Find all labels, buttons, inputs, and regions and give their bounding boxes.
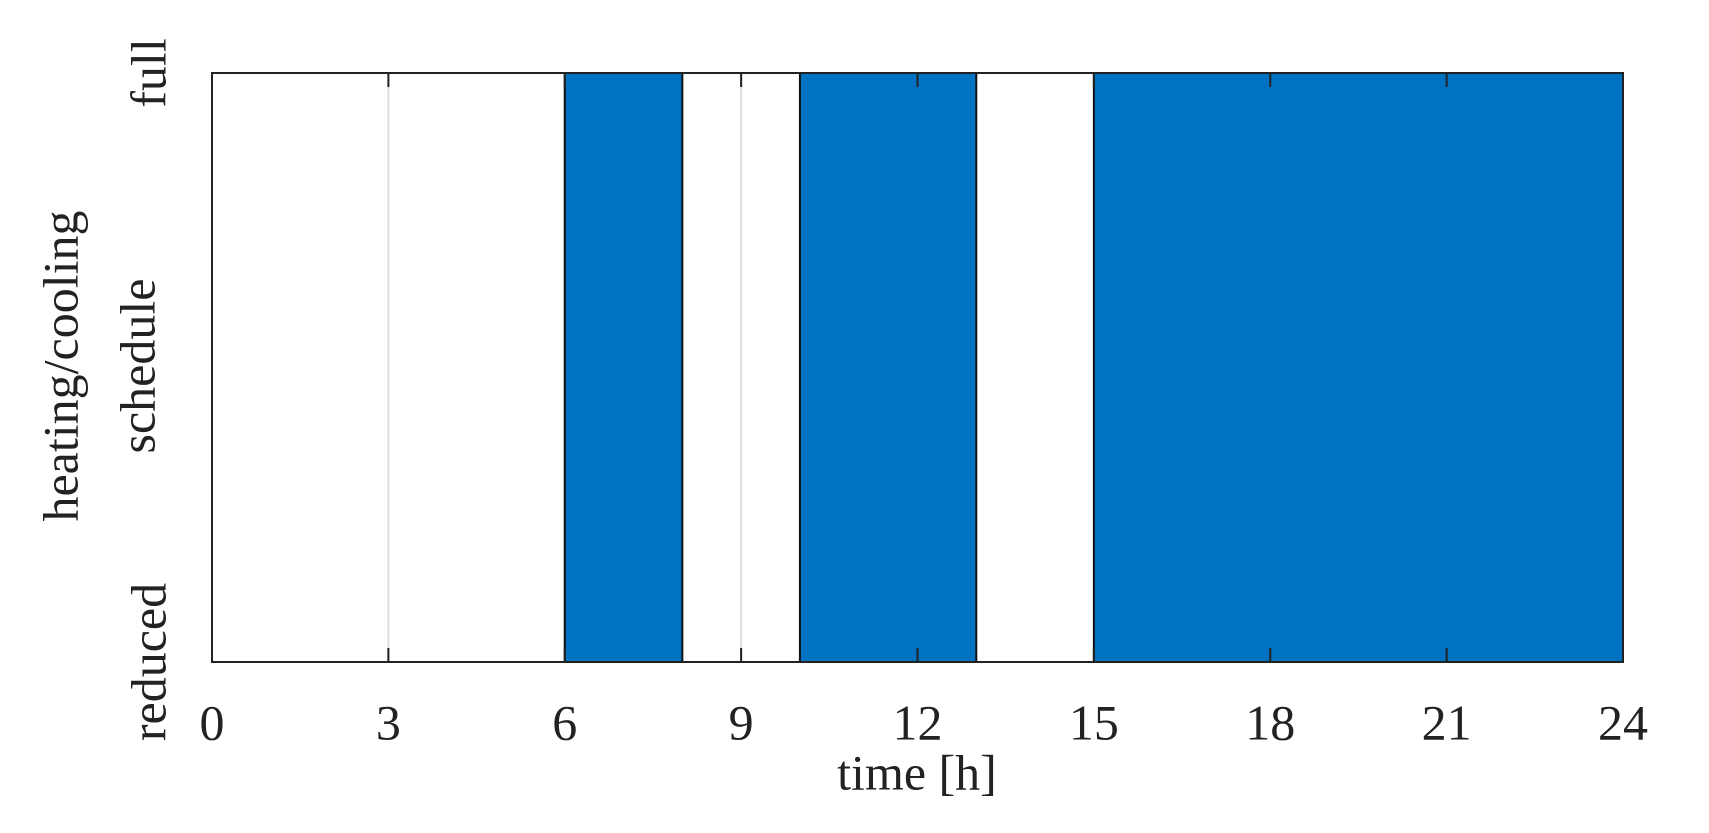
y-axis-label: schedule <box>109 279 165 454</box>
bar <box>1092 72 1624 663</box>
x-tick-label: 24 <box>1598 694 1648 750</box>
x-tick-label: 9 <box>729 694 754 750</box>
x-axis-label: time [h] <box>837 744 997 800</box>
y-tick-label: full <box>120 38 176 107</box>
x-tick-label: 3 <box>376 694 401 750</box>
y-axis-label: heating/cooling <box>32 210 88 521</box>
x-tick-label: 21 <box>1422 694 1472 750</box>
x-tick-label: 6 <box>552 694 577 750</box>
x-tick-label: 0 <box>200 694 225 750</box>
bar <box>563 72 684 663</box>
axes-box <box>211 72 1624 663</box>
x-tick-label: 12 <box>893 694 943 750</box>
y-tick-label: reduced <box>120 583 176 741</box>
x-tick-label: 18 <box>1245 694 1295 750</box>
bar <box>798 72 978 663</box>
x-tick-label: 15 <box>1069 694 1119 750</box>
